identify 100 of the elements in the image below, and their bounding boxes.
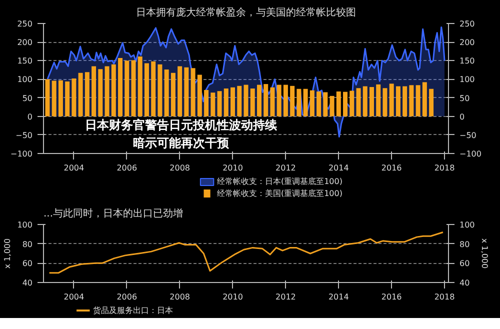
y2-tick-label: 100 [460,220,475,230]
bar [78,72,83,116]
bar [224,88,228,116]
bar [416,85,420,116]
bar [330,96,334,116]
bar [422,82,427,116]
bar [376,84,381,116]
y2-axis-title: x 1,000 [480,238,489,269]
y2-tick-label: −50 [460,130,476,140]
annotation: 暗示可能再次干预 [133,136,230,150]
y-tick-label: 200 [17,38,33,48]
bar [204,90,209,116]
y-tick-label: 80 [22,240,33,249]
x-tick-label: 2004 [64,164,84,172]
bar [362,86,368,116]
bar [118,58,123,116]
x-tick-label: 2012 [276,292,296,302]
bar [244,84,248,116]
chart-title: ...与此同时，日本的出口已劲增 [44,208,184,220]
y2-tick-label: 250 [460,20,475,28]
bar [296,88,302,116]
bar [58,80,63,116]
bar [210,92,216,116]
y2-tick-label: 50 [460,94,470,103]
x-tick-label: 2010 [222,292,243,302]
bar [138,56,142,116]
bar [178,66,182,116]
legend-label: 经常帐收支：美国(重调基底至100) [216,189,342,198]
bar [343,92,348,116]
bar [303,88,308,116]
y2-tick-label: 0 [460,112,465,122]
y-tick-label: 40 [22,278,33,288]
y-tick-label: −50 [16,130,33,140]
y2-tick-label: 200 [460,38,475,48]
x-tick-label: 2006 [116,164,138,172]
bar [164,70,169,116]
bar [65,81,70,116]
bar [72,78,76,116]
bar [382,88,388,116]
bar [151,61,156,116]
x-tick-label: 2018 [434,164,455,172]
bar [98,69,103,116]
bar [402,86,408,116]
bar [170,72,176,116]
x-tick-label: 2018 [434,292,455,302]
x-tick-label: 2008 [170,164,190,172]
y-tick-label: 100 [17,75,33,84]
x-tick-label: 2008 [170,292,190,302]
y-tick-label: 100 [17,220,33,230]
annotation: 日本财务官警告日元投机性波动持续 [85,118,278,132]
bar [217,91,222,116]
legend-label: 经常帐收支：日本(重调基底至100) [216,177,342,186]
y2-tick-label: 100 [460,75,475,84]
bar [290,86,295,116]
bar [336,91,341,116]
y-tick-label: 60 [22,259,33,268]
legend-label: 货品及服务出口：日本 [93,306,174,315]
bar [283,84,288,116]
bar [131,60,136,116]
y-tick-label: 50 [22,94,33,103]
bar [389,84,394,116]
x-tick-label: 2004 [64,292,84,302]
chart-title: 日本拥有庞大经常帐盈余，与美国的经常帐比较图 [136,6,356,18]
line-series [48,231,444,274]
bar [250,88,255,116]
x-tick-label: 2012 [276,164,296,172]
bar [84,72,90,116]
bar [190,68,196,116]
bar [237,86,242,116]
bar [409,85,414,116]
y2-tick-label: 150 [460,56,475,66]
bar [264,84,268,116]
bar [356,88,361,116]
bar [184,67,189,116]
x-tick-label: 2006 [116,292,138,302]
y-tick-label: 0 [27,112,33,122]
y2-tick-label: 40 [460,278,470,288]
bar [197,74,202,116]
bar [350,90,354,116]
bar [270,87,275,116]
y2-tick-label: −100 [460,150,482,158]
bar [45,79,50,116]
x-tick-label: 2014 [328,164,349,172]
y-axis-title: x 1,000 [3,238,12,269]
x-tick-label: 2016 [381,164,402,172]
x-tick-label: 2014 [328,292,349,302]
bar [158,64,162,116]
y-tick-label: −100 [10,150,33,158]
bar [104,66,110,116]
bar [276,84,282,116]
bar [369,87,374,116]
y-tick-label: 150 [17,56,33,66]
bar [52,80,56,116]
y2-tick-label: 60 [460,259,470,268]
bar [323,92,328,116]
bar [316,91,322,116]
bar [429,88,434,116]
bar [256,84,262,116]
y2-tick-label: 80 [460,240,470,249]
bar [310,90,314,116]
